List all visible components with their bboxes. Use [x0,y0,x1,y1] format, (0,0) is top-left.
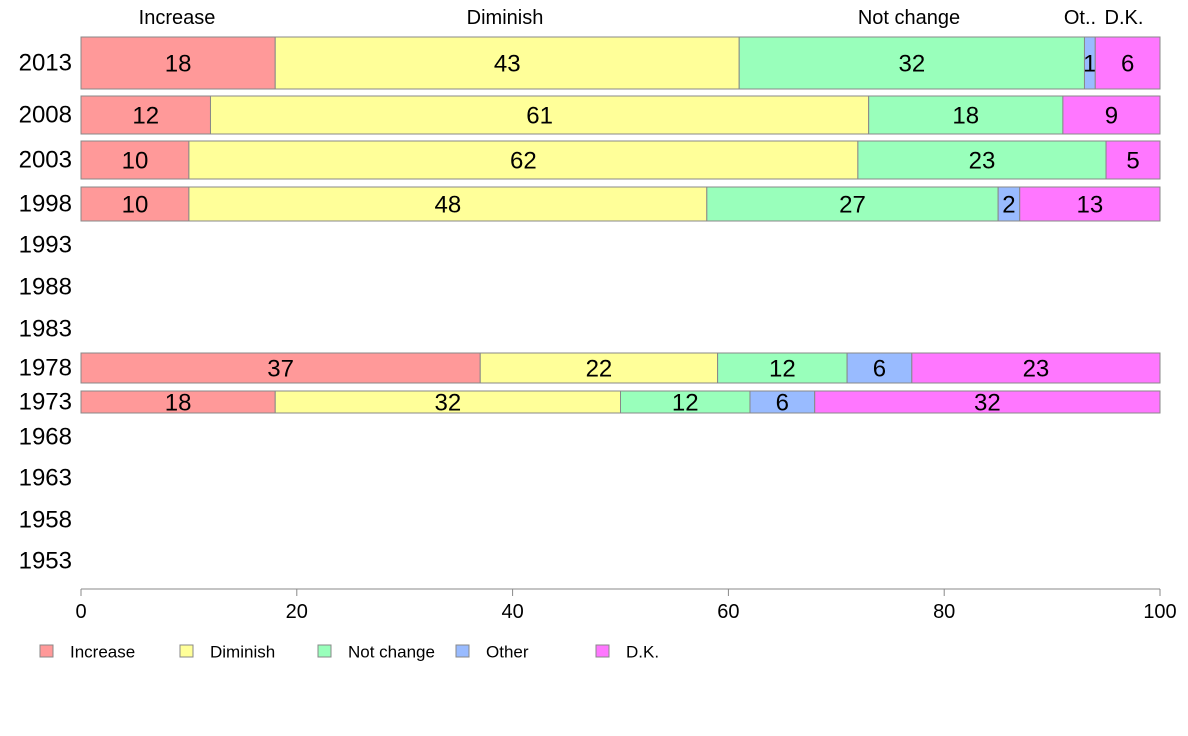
y-tick-label-1963: 1963 [19,465,72,492]
data-label-1973-other: 6 [776,390,789,417]
bar-1978-increase [80,352,481,384]
y-tick-label-2013: 2013 [19,50,72,77]
data-label-1973-increase: 18 [165,390,192,417]
data-label-1998-diminish: 48 [435,192,462,219]
data-label-2008-diminish: 61 [526,103,553,130]
legend-label-diminish: Diminish [210,643,275,662]
data-label-1978-diminish: 22 [586,356,613,383]
x-tick-label-20: 20 [286,601,308,623]
bar-2003-increase [80,140,190,180]
data-label-1978-d-k-: 23 [1023,356,1050,383]
bar-2008-d-k- [1062,95,1161,135]
y-tick-label-1953: 1953 [19,548,72,575]
top-label-5: D.K. [1105,7,1144,29]
data-label-2008-d-k-: 9 [1105,103,1118,130]
data-label-2013-d-k-: 6 [1121,51,1134,78]
data-label-1998-other: 2 [1002,192,1015,219]
bar-2013-diminish [274,36,740,90]
data-label-2003-not-change: 23 [969,148,996,175]
legend-label-not-change: Not change [348,643,435,662]
legend-swatch-not-change [317,644,332,658]
data-label-2003-d-k-: 5 [1126,148,1139,175]
legend-swatch-other [455,644,470,658]
data-label-1998-not-change: 27 [839,192,866,219]
x-tick-label-60: 60 [717,601,739,623]
bar-2008-diminish [209,95,870,135]
bar-2008-not-change [868,95,1064,135]
data-label-2003-increase: 10 [122,148,149,175]
data-label-2013-diminish: 43 [494,51,521,78]
y-tick-label-2008: 2008 [19,102,72,129]
y-tick-label-1958: 1958 [19,507,72,534]
data-label-1978-not-change: 12 [769,356,796,383]
y-tick-label-1973: 1973 [19,389,72,416]
data-label-2003-diminish: 62 [510,148,537,175]
bar-1978-other [846,352,913,384]
y-tick-label-1978: 1978 [19,355,72,382]
data-label-2013-other: 1 [1083,51,1096,78]
bar-1978-d-k- [911,352,1161,384]
legend-swatch-increase [39,644,54,658]
bar-2003-not-change [857,140,1107,180]
y-tick-label-2003: 2003 [19,147,72,174]
top-label-1: Increase [139,7,216,29]
y-tick-label-1983: 1983 [19,316,72,343]
bar-2008-increase [80,95,211,135]
y-tick-label-1998: 1998 [19,191,72,218]
x-tick-label-0: 0 [75,601,86,623]
bar-1998-d-k- [1019,186,1161,222]
legend-label-other: Other [486,643,529,662]
legend-swatch-d-k- [595,644,610,658]
y-tick-label-1993: 1993 [19,232,72,259]
data-label-1973-not-change: 12 [672,390,699,417]
data-label-1973-diminish: 32 [435,390,462,417]
bar-1998-diminish [188,186,708,222]
x-tick-label-40: 40 [501,601,523,623]
data-label-1998-increase: 10 [122,192,149,219]
y-tick-label-1968: 1968 [19,424,72,451]
y-tick-label-1988: 1988 [19,274,72,301]
bar-1978-diminish [479,352,719,384]
x-tick-label-80: 80 [933,601,955,623]
top-label-2: Diminish [467,7,544,29]
bar-2013-d-k- [1094,36,1161,90]
data-label-2013-not-change: 32 [898,51,925,78]
bar-1998-not-change [706,186,999,222]
bar-1973-d-k- [814,390,1161,414]
data-label-1973-d-k-: 32 [974,390,1001,417]
data-label-1978-increase: 37 [267,356,294,383]
x-tick-label-100: 100 [1143,601,1176,623]
data-label-2013-increase: 18 [165,51,192,78]
bar-2003-d-k- [1105,140,1161,180]
data-label-1978-other: 6 [873,356,886,383]
bar-1998-increase [80,186,190,222]
legend-label-d-k-: D.K. [626,643,659,662]
top-label-3: Not change [858,7,960,29]
data-label-2008-not-change: 18 [952,103,979,130]
top-label-4: Ot.. [1064,7,1096,29]
data-label-2008-increase: 12 [132,103,159,130]
bar-2003-diminish [188,140,859,180]
bar-1978-not-change [717,352,848,384]
bar-2013-increase [80,36,276,90]
legend-label-increase: Increase [70,643,135,662]
data-label-1998-d-k-: 13 [1077,192,1104,219]
bar-2013-not-change [738,36,1085,90]
legend-swatch-diminish [179,644,194,658]
